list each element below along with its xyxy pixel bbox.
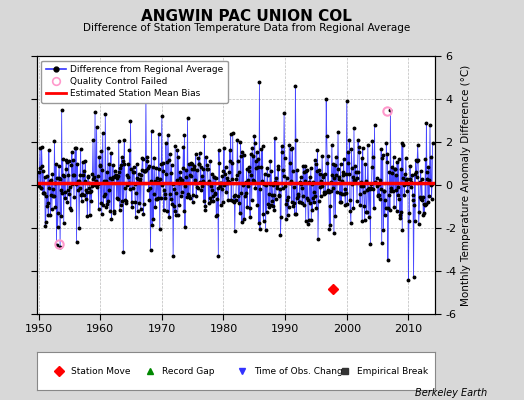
Text: Berkeley Earth: Berkeley Earth (415, 388, 487, 398)
Text: Station Move: Station Move (71, 366, 130, 376)
Text: Time of Obs. Change: Time of Obs. Change (254, 366, 348, 376)
Text: Difference of Station Temperature Data from Regional Average: Difference of Station Temperature Data f… (83, 23, 410, 33)
Text: Record Gap: Record Gap (162, 366, 215, 376)
Y-axis label: Monthly Temperature Anomaly Difference (°C): Monthly Temperature Anomaly Difference (… (461, 64, 471, 306)
Legend: Difference from Regional Average, Quality Control Failed, Estimated Station Mean: Difference from Regional Average, Qualit… (41, 60, 228, 103)
Text: Empirical Break: Empirical Break (357, 366, 429, 376)
Text: ANGWIN PAC UNION COL: ANGWIN PAC UNION COL (141, 9, 352, 24)
